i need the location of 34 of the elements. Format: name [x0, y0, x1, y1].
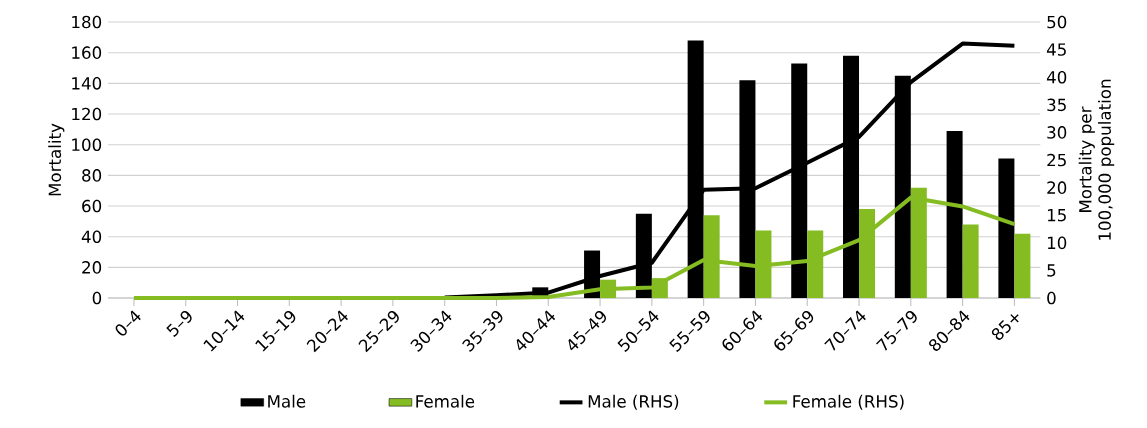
y-tick-label: 0 [92, 291, 102, 305]
bar [946, 130, 963, 299]
y2-tick-label: 40 [1046, 70, 1067, 84]
y-tick-label: 40 [81, 230, 102, 243]
y2-tick-label: 50 [1047, 15, 1067, 29]
legend-label: Male [268, 394, 306, 408]
legend-label: Female [416, 394, 475, 408]
bar [998, 158, 1015, 299]
y2-tick-label: 20 [1047, 181, 1067, 194]
bar [962, 224, 979, 299]
x-tick-label: 85+ [991, 314, 1019, 340]
legend-label: Female (RHS) [793, 394, 904, 410]
y-tick-label: 180 [72, 15, 102, 29]
y-tick-label: 20 [82, 261, 102, 274]
y2-tick-label: 35 [1047, 98, 1066, 112]
y2-tick-label: 45 [1046, 43, 1066, 56]
y-tick-label: 120 [72, 107, 102, 121]
legend-label: Male (RHS) [588, 394, 679, 410]
y-tick-label: 60 [82, 199, 102, 213]
x-tick-label: 0–4 [115, 310, 141, 336]
x-tick-label: 5–9 [166, 310, 192, 337]
y2-tick-label: 25 [1047, 153, 1066, 167]
y2-tick-label: 5 [1047, 264, 1056, 277]
y2-tick-label: 15 [1047, 209, 1066, 222]
y2-axis-title: Mortality per 100,000 population [1078, 79, 1115, 240]
y-tick-label: 140 [72, 76, 102, 90]
y-tick-label: 100 [72, 138, 102, 151]
y-axis-title: Mortality [48, 123, 65, 196]
y2-tick-label: 10 [1047, 236, 1067, 250]
y2-tick-label: 0 [1047, 291, 1056, 305]
y2-tick-label: 30 [1047, 126, 1067, 139]
bar [1014, 233, 1031, 299]
y-tick-label: 80 [82, 169, 102, 182]
y-tick-label: 160 [72, 46, 102, 59]
